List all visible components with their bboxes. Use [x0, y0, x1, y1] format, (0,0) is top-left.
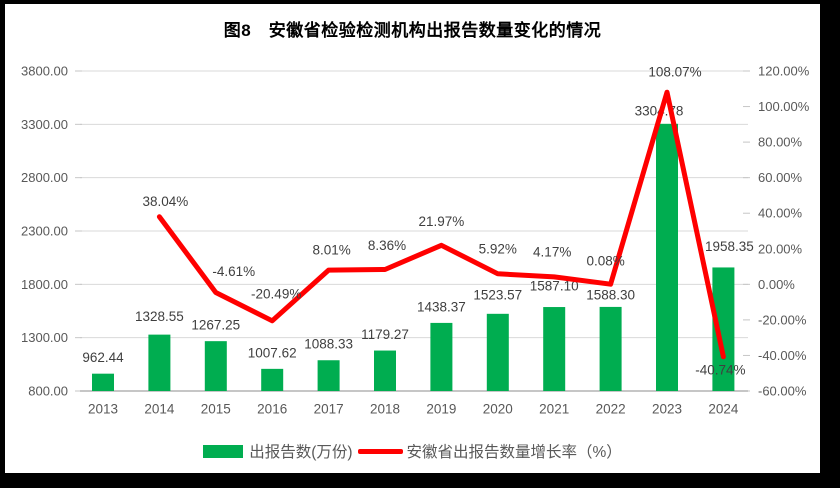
right-axis-tick-label: 40.00% — [758, 206, 803, 221]
report-count-bar — [599, 306, 622, 391]
report-count-bar — [204, 341, 227, 391]
bar-value-label: 1328.55 — [135, 309, 184, 324]
x-axis-category-label: 2018 — [370, 402, 400, 417]
growth-rate-label: -40.74% — [695, 362, 745, 377]
growth-rate-label: 8.01% — [312, 243, 350, 258]
growth-rate-label: 4.17% — [533, 244, 571, 259]
x-axis-category-label: 2020 — [483, 402, 513, 417]
left-axis-tick-label: 3300.00 — [21, 117, 68, 132]
legend-line-swatch-icon — [357, 448, 403, 454]
bar-value-label: 1179.27 — [361, 327, 409, 342]
bar-value-label: 1523.57 — [473, 287, 522, 302]
legend-bar-swatch-icon — [203, 444, 244, 458]
bar-value-label: 1438.37 — [417, 299, 466, 314]
x-axis-category-label: 2022 — [596, 402, 626, 417]
left-axis-tick-label: 1300.00 — [21, 330, 68, 345]
x-axis-category-label: 2023 — [652, 402, 682, 417]
growth-rate-label: 5.92% — [479, 241, 517, 256]
legend: 出报告数(万份) 安徽省出报告数量增长率（%） — [5, 440, 820, 462]
bar-value-label: 962.44 — [82, 350, 124, 365]
chart-canvas: 图8 安徽省检验检测机构出报告数量变化的情况 3800.00 3300.00 280… — [5, 4, 820, 473]
report-count-bar — [317, 360, 340, 391]
left-axis-tick-label: 3800.00 — [21, 64, 68, 79]
chart-title: 图8 安徽省检验检测机构出报告数量变化的情况 — [223, 21, 602, 40]
bar-value-label: 1088.33 — [304, 337, 353, 352]
growth-rate-label: 108.07% — [648, 65, 701, 80]
right-axis-tick-label: 60.00% — [758, 170, 803, 185]
report-count-bar — [430, 322, 453, 391]
growth-rate-label: -20.49% — [251, 286, 301, 301]
report-count-bar — [261, 368, 284, 391]
report-count-bar — [543, 307, 566, 391]
report-count-bar — [148, 334, 171, 391]
left-axis-tick-label: 2300.00 — [21, 224, 68, 239]
x-axis-category-label: 2021 — [539, 402, 569, 417]
bar-value-label: 1587.10 — [530, 279, 579, 294]
growth-rate-label: 8.36% — [368, 238, 406, 253]
report-count-bar — [486, 313, 509, 391]
report-count-bar — [712, 267, 735, 391]
growth-rate-label: 38.04% — [143, 194, 189, 209]
x-axis-category-label: 2014 — [144, 402, 175, 417]
growth-rate-label: -4.61% — [212, 264, 255, 279]
right-axis-tick-label: 0.00% — [758, 277, 795, 292]
bar-value-label: 1588.30 — [586, 287, 635, 302]
bar-value-label: 1267.25 — [191, 318, 240, 333]
report-count-bar — [374, 350, 396, 391]
bar-value-label: 1007.62 — [248, 345, 297, 360]
x-axis-category-label: 2015 — [201, 402, 231, 417]
report-count-bar — [656, 123, 678, 392]
growth-rate-line — [156, 89, 726, 360]
report-count-bar — [92, 373, 114, 391]
right-axis-tick-label: -20.00% — [758, 312, 807, 327]
legend-line-label: 安徽省出报告数量增长率（%） — [406, 444, 622, 461]
x-axis-category-label: 2013 — [88, 402, 118, 417]
bar-value-label: 1958.35 — [705, 239, 754, 254]
combo-chart: 3800.00 3300.00 2800.00 2300.00 1800.00 1300.… — [21, 64, 810, 417]
right-axis-tick-label: -60.00% — [758, 384, 807, 399]
right-axis-tick-label: 120.00% — [758, 64, 810, 79]
right-axis-tick-label: 100.00% — [758, 99, 810, 114]
right-axis-tick-label: 80.00% — [758, 135, 803, 150]
legend-bar-label: 出报告数(万份) — [249, 444, 353, 461]
x-axis-category-label: 2019 — [426, 402, 456, 417]
left-axis-tick-label: 800.00 — [28, 384, 68, 399]
left-axis-tick-label: 1800.00 — [21, 277, 68, 292]
right-axis-tick-label: 20.00% — [758, 241, 803, 256]
x-axis-category-label: 2016 — [257, 402, 287, 417]
growth-rate-label: 0.08% — [586, 254, 624, 269]
x-axis-category-label: 2024 — [708, 402, 739, 417]
left-axis-tick-label: 2800.00 — [21, 170, 68, 185]
right-axis-tick-label: -40.00% — [758, 348, 807, 363]
x-axis-category-label: 2017 — [314, 402, 344, 417]
growth-rate-label: 21.97% — [419, 214, 465, 229]
